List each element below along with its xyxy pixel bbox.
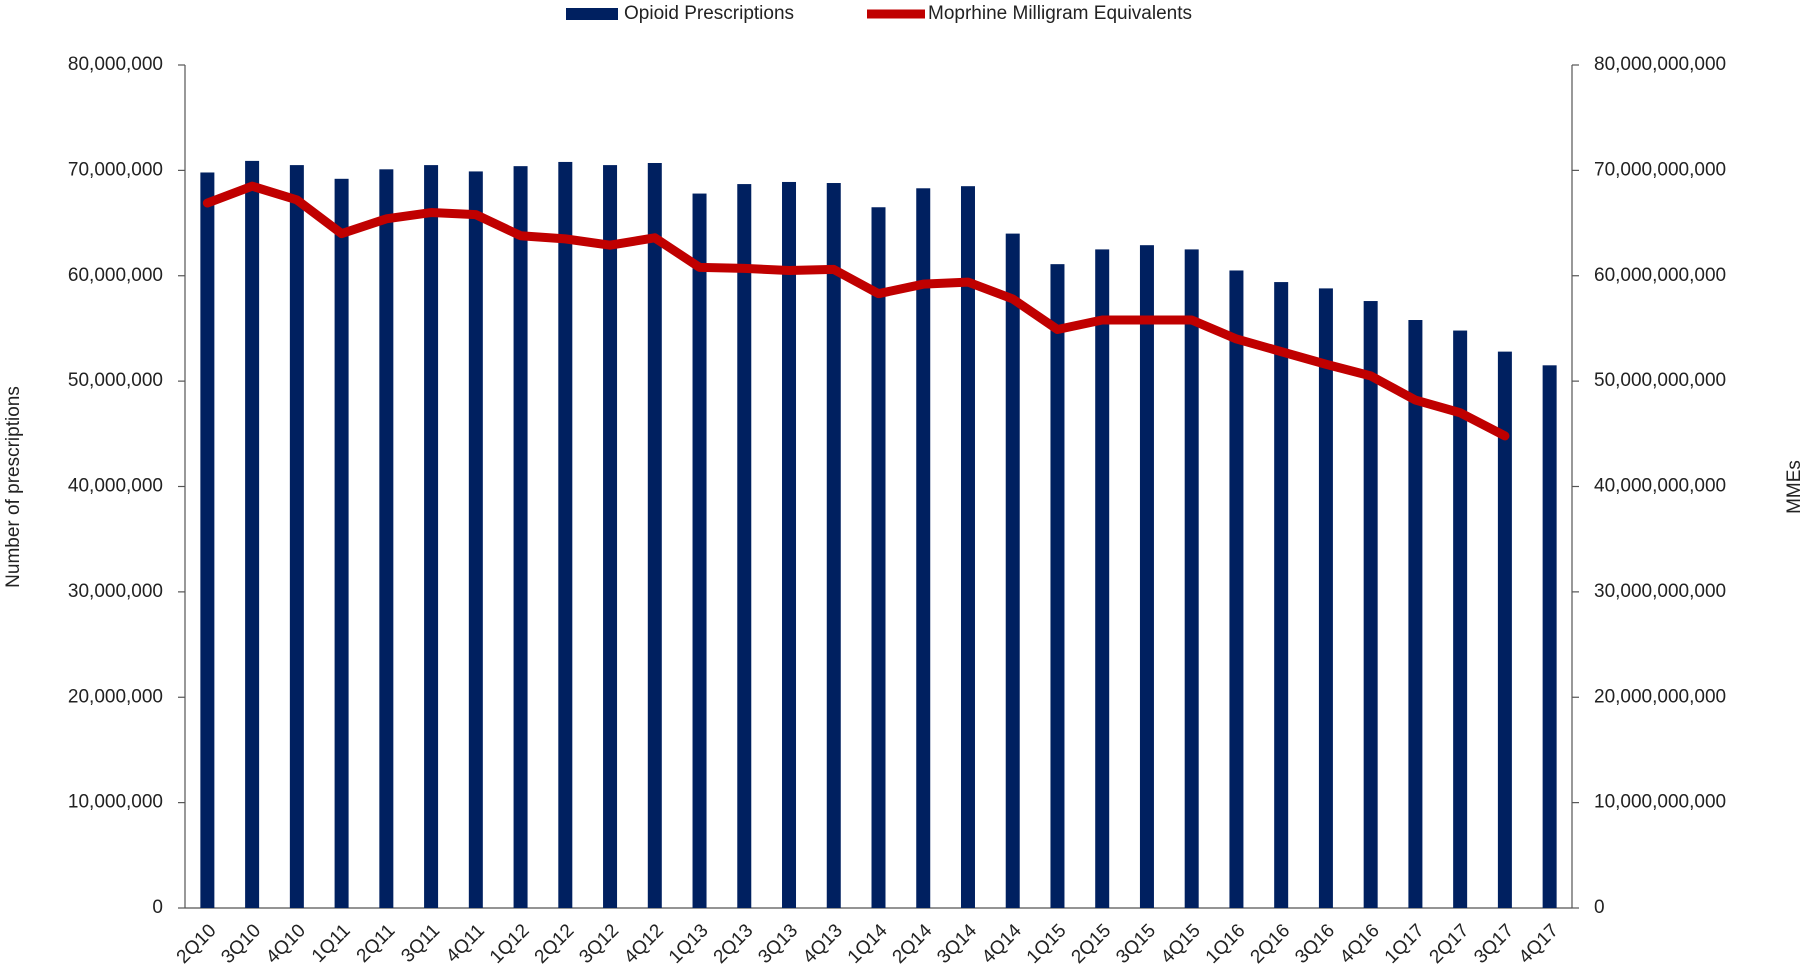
x-tick-label: 3Q11 bbox=[397, 920, 444, 967]
bar bbox=[960, 186, 975, 908]
y-tick-label: 30,000,000 bbox=[68, 581, 163, 602]
y2-axis-title: MMEs bbox=[1784, 460, 1805, 514]
x-tick-label: 4Q10 bbox=[262, 920, 310, 968]
bar bbox=[1005, 233, 1020, 909]
bar bbox=[1318, 288, 1333, 908]
bar bbox=[558, 161, 573, 908]
x-tick-label: 2Q11 bbox=[353, 920, 400, 967]
x-tick-label: 4Q17 bbox=[1515, 920, 1563, 968]
bar bbox=[1497, 351, 1512, 908]
x-tick-label: 3Q16 bbox=[1291, 920, 1339, 968]
bar bbox=[1229, 270, 1244, 908]
bar bbox=[245, 160, 260, 909]
bar bbox=[1453, 330, 1468, 908]
x-tick-label: 4Q11 bbox=[442, 920, 489, 967]
y-tick-label: 60,000,000 bbox=[68, 265, 163, 286]
y-tick-label: 40,000,000 bbox=[68, 476, 163, 497]
x-tick-label: 3Q15 bbox=[1112, 920, 1160, 968]
bar bbox=[1408, 320, 1423, 908]
x-tick-label: 4Q15 bbox=[1157, 920, 1205, 968]
line bbox=[202, 181, 1510, 441]
y-tick-label: 0 bbox=[152, 897, 163, 918]
bar bbox=[647, 162, 662, 908]
x-tick-label: 3Q14 bbox=[933, 920, 981, 968]
bar bbox=[334, 178, 349, 908]
x-tick-label: 2Q15 bbox=[1068, 920, 1116, 968]
x-tick-label: 3Q12 bbox=[575, 920, 623, 968]
y2-tick-label: 80,000,000,000 bbox=[1594, 54, 1726, 75]
x-tick-label: 3Q17 bbox=[1470, 920, 1518, 968]
x-tick-label: 4Q12 bbox=[620, 920, 668, 968]
x-tick-label: 2Q14 bbox=[889, 920, 937, 968]
x-tick-label: 4Q14 bbox=[978, 920, 1026, 968]
bar bbox=[916, 188, 931, 908]
y2-tick-label: 10,000,000,000 bbox=[1594, 792, 1726, 813]
bar bbox=[692, 193, 707, 908]
x-tick-label: 2Q16 bbox=[1247, 920, 1295, 968]
x-tick-label: 1Q15 bbox=[1023, 920, 1071, 968]
y2-tick-label: 20,000,000,000 bbox=[1594, 686, 1726, 707]
legend-label: Moprhine Milligram Equivalents bbox=[928, 3, 1192, 24]
bar bbox=[424, 165, 439, 908]
y2-tick-label: 60,000,000,000 bbox=[1594, 265, 1726, 286]
bar bbox=[871, 207, 886, 909]
bar bbox=[1139, 245, 1154, 908]
legend-swatch bbox=[566, 8, 618, 20]
y2-tick-label: 40,000,000,000 bbox=[1594, 476, 1726, 497]
bar bbox=[379, 169, 394, 909]
x-tick-label: 4Q16 bbox=[1336, 920, 1384, 968]
x-tick-label: 1Q14 bbox=[844, 920, 892, 968]
x-tick-label: 1Q12 bbox=[486, 920, 534, 968]
y-axis-title: Number of prescriptions bbox=[3, 386, 24, 588]
y2-tick-label: 50,000,000,000 bbox=[1594, 370, 1726, 391]
y2-tick-label: 30,000,000,000 bbox=[1594, 581, 1726, 602]
bar bbox=[737, 184, 752, 909]
bar bbox=[826, 183, 841, 908]
bar bbox=[1542, 365, 1557, 909]
y-tick-label: 20,000,000 bbox=[68, 686, 163, 707]
x-tick-label: 2Q13 bbox=[710, 920, 758, 968]
bar bbox=[289, 165, 304, 908]
bar bbox=[1184, 249, 1199, 908]
x-tick-label: 3Q13 bbox=[754, 920, 802, 968]
x-tick-label: 4Q13 bbox=[799, 920, 847, 968]
bar bbox=[1095, 249, 1110, 908]
x-tick-label: 1Q11 bbox=[308, 920, 355, 967]
bar bbox=[1274, 282, 1289, 908]
bar bbox=[1363, 301, 1378, 908]
y-tick-label: 70,000,000 bbox=[68, 159, 163, 180]
x-tick-label: 1Q16 bbox=[1202, 920, 1250, 968]
y-tick-label: 10,000,000 bbox=[68, 792, 163, 813]
bar bbox=[782, 181, 797, 908]
x-tick-label: 1Q13 bbox=[665, 920, 713, 968]
bar bbox=[603, 165, 618, 908]
x-tick-label: 2Q12 bbox=[531, 920, 579, 968]
y-tick-label: 80,000,000 bbox=[68, 54, 163, 75]
bar bbox=[1050, 264, 1065, 908]
bar bbox=[468, 171, 483, 908]
bar bbox=[513, 166, 528, 908]
x-tick-label: 3Q10 bbox=[217, 920, 265, 968]
legend-label: Opioid Prescriptions bbox=[624, 3, 794, 24]
y-tick-label: 50,000,000 bbox=[68, 370, 163, 391]
y2-tick-label: 0 bbox=[1594, 897, 1605, 918]
bar bbox=[200, 172, 215, 909]
x-tick-label: 2Q17 bbox=[1426, 920, 1474, 968]
y2-tick-label: 70,000,000,000 bbox=[1594, 159, 1726, 180]
x-tick-label: 2Q10 bbox=[173, 920, 221, 968]
x-tick-label: 1Q17 bbox=[1381, 920, 1429, 968]
